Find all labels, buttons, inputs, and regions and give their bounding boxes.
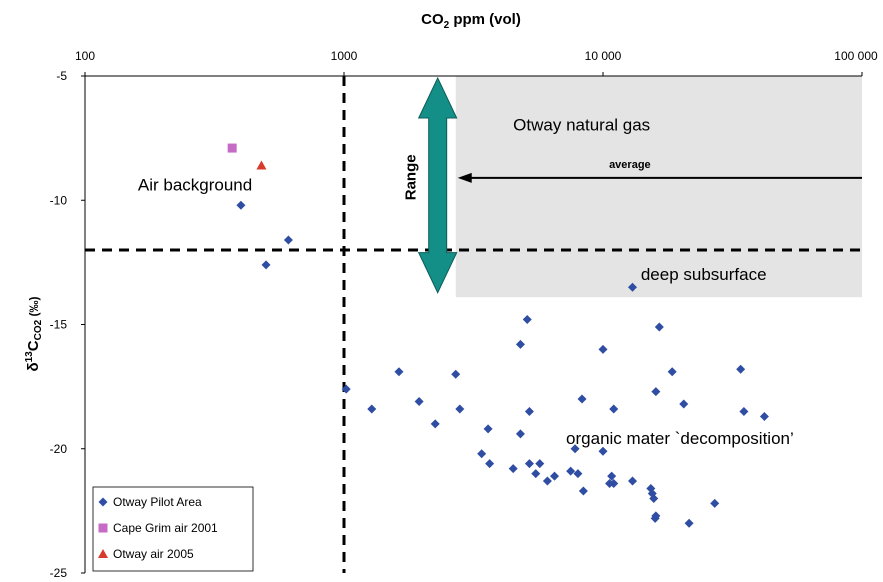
data-point-diamond	[535, 459, 545, 469]
y-tick-label: -25	[50, 566, 68, 580]
data-point-diamond	[283, 235, 293, 245]
data-point-triangle	[256, 160, 267, 170]
y-tick-label: -20	[50, 442, 68, 456]
data-point-diamond	[570, 444, 580, 454]
x-axis-title-rest: ppm (vol)	[449, 11, 521, 28]
data-point-diamond	[477, 449, 487, 459]
data-point-diamond	[455, 404, 465, 414]
data-point-diamond	[573, 469, 583, 479]
average-arrow-head	[457, 172, 472, 183]
data-point-diamond	[483, 424, 493, 434]
y-axis-title-unit: (‰)	[27, 297, 41, 320]
data-point-diamond	[367, 404, 377, 414]
x-axis-title-main: CO	[421, 11, 444, 28]
x-tick-label: 100	[75, 49, 95, 63]
data-point-diamond	[598, 344, 608, 354]
data-point-diamond	[515, 429, 525, 439]
x-tick-labels: 100 1000 10 000 100 000	[75, 49, 878, 76]
data-point-diamond	[542, 476, 552, 486]
data-point-diamond	[739, 406, 749, 416]
data-point-diamond	[522, 315, 532, 325]
data-point-diamond	[524, 406, 534, 416]
data-point-diamond	[451, 369, 461, 379]
data-point-diamond	[578, 486, 588, 496]
legend-marker-diamond	[98, 497, 108, 507]
y-axis-title-c: C	[25, 340, 42, 351]
data-point-square	[227, 143, 237, 153]
data-point-diamond	[679, 399, 689, 409]
data-point-diamond	[651, 387, 661, 397]
legend: Otway Pilot Area Cape Grim air 2001 Otway …	[92, 486, 254, 572]
data-point-diamond	[341, 384, 351, 394]
data-point-diamond	[236, 200, 246, 210]
data-point-diamond	[515, 339, 525, 349]
data-point-diamond	[628, 476, 638, 486]
data-point-diamond	[394, 367, 404, 377]
air-background-annotation: Air background	[138, 175, 252, 194]
natural-gas-region	[455, 76, 862, 298]
x-tick-label: 100 000	[834, 49, 878, 63]
data-point-diamond	[684, 518, 694, 528]
x-axis-title-sub: 2	[444, 20, 450, 31]
legend-label: Otway air 2005	[113, 547, 194, 561]
data-point-diamond	[550, 471, 560, 481]
y-axis-title-delta: δ	[25, 362, 42, 371]
y-axis-title-sup: 13	[24, 351, 35, 363]
data-point-diamond	[609, 404, 619, 414]
range-arrow	[417, 76, 458, 294]
legend-box	[92, 486, 254, 572]
x-tick-label: 1000	[331, 49, 358, 63]
data-point-diamond	[607, 471, 617, 481]
data-point-diamond	[566, 466, 576, 476]
y-axis-title-sub: CO2	[33, 319, 44, 340]
average-label: average	[609, 159, 651, 171]
data-point-diamond	[414, 397, 424, 407]
data-point-diamond	[598, 446, 608, 456]
data-point-diamond	[508, 464, 518, 474]
y-tick-label: -5	[56, 69, 67, 83]
y-tick-labels: -5 -10 -15 -20 -25	[50, 69, 85, 580]
y-tick-label: -10	[50, 193, 68, 207]
organic-annotation: organic mater `decomposition’	[566, 429, 794, 448]
data-points	[227, 143, 769, 528]
x-tick-label: 10 000	[585, 49, 622, 63]
data-point-diamond	[430, 419, 440, 429]
data-point-diamond	[710, 498, 720, 508]
deep-subsurface-annotation: deep subsurface	[641, 265, 767, 284]
legend-label: Cape Grim air 2001	[113, 521, 218, 535]
data-point-diamond	[667, 367, 677, 377]
data-point-diamond	[577, 394, 587, 404]
data-point-diamond	[650, 513, 660, 523]
data-point-diamond	[524, 459, 534, 469]
data-point-diamond	[759, 411, 769, 421]
y-axis-title: δ13CCO2 (‰)	[24, 297, 44, 372]
data-point-diamond	[485, 459, 495, 469]
legend-label: Otway Pilot Area	[113, 495, 202, 509]
legend-marker-square	[98, 523, 108, 533]
data-point-diamond	[605, 479, 615, 489]
y-tick-label: -15	[50, 318, 68, 332]
range-label: Range	[403, 154, 420, 200]
data-point-diamond	[628, 282, 638, 292]
natural-gas-annotation: Otway natural gas	[513, 116, 650, 135]
legend-marker-triangle	[98, 549, 108, 558]
data-point-diamond	[261, 260, 271, 270]
x-axis-title: CO2 ppm (vol)	[421, 11, 521, 31]
data-point-diamond	[649, 493, 659, 503]
data-point-diamond	[736, 364, 746, 374]
data-point-diamond	[531, 469, 541, 479]
data-point-diamond	[654, 322, 664, 332]
